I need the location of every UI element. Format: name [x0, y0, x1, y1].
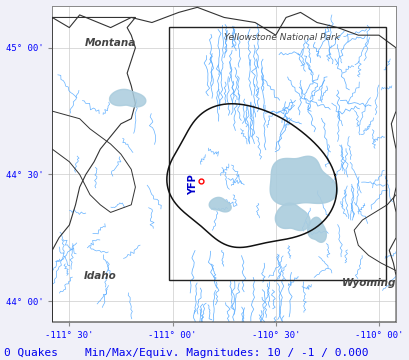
Text: Idaho: Idaho: [84, 271, 117, 281]
Text: Montana: Montana: [85, 38, 136, 48]
Text: 0 Quakes    Min/Max/Equiv. Magnitudes: 10 / -1 / 0.000: 0 Quakes Min/Max/Equiv. Magnitudes: 10 /…: [4, 348, 368, 358]
Polygon shape: [109, 89, 146, 107]
Polygon shape: [209, 197, 231, 212]
Polygon shape: [275, 203, 309, 230]
Text: Yellowstone National Park: Yellowstone National Park: [223, 33, 339, 42]
Text: Wyoming: Wyoming: [341, 278, 395, 288]
Text: YFP: YFP: [188, 174, 198, 195]
Polygon shape: [270, 156, 337, 205]
Bar: [169, 27, 385, 280]
Polygon shape: [307, 217, 326, 242]
